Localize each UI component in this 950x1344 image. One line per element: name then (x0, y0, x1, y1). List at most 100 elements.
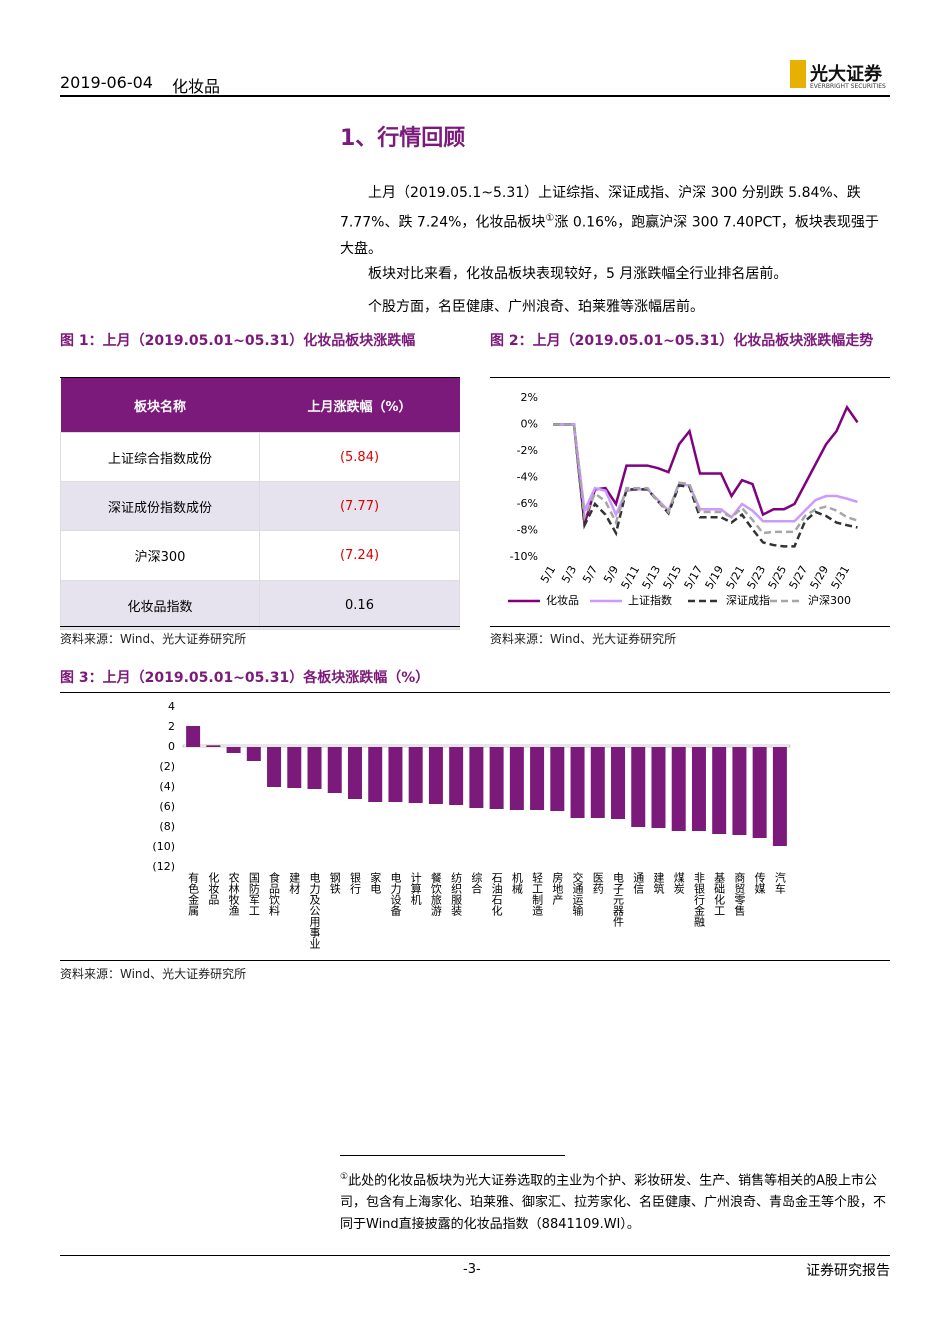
legend-label: 化妆品 (546, 593, 579, 607)
logo-en: EVERBRIGHT SECURITIES (810, 83, 886, 90)
figure-title: 图 3：上月（2019.05.01~05.31）各板块涨跌幅（%） (60, 666, 890, 690)
bar (591, 747, 605, 818)
x-tick-label: 煤炭 (672, 872, 685, 895)
y-tick-label: 2 (168, 720, 175, 733)
bar (631, 747, 645, 827)
paragraph: 上月（2019.05.1~5.31）上证综指、深证成指、沪深 300 分别跌 5… (340, 180, 892, 262)
line-chart: 2%0%-2%-4%-6%-8%-10%5/15/35/75/95/115/13… (490, 385, 890, 625)
y-tick-label: -10% (510, 550, 538, 563)
y-tick-label: (2) (159, 760, 175, 773)
rule (490, 626, 890, 627)
x-tick-label: 纺织服装 (450, 871, 463, 917)
x-tick-label: 食品饮料 (268, 871, 281, 917)
bar-chart: 420(2)(4)(6)(8)(10)(12)有色金属化妆品农林牧渔国防军工食品… (60, 695, 890, 957)
plot-frame (183, 745, 790, 747)
paragraph: 板块对比来看，化妆品板块表现较好，5 月涨跌幅全行业排名居前。 (340, 261, 892, 287)
footer-rule (60, 1255, 890, 1256)
bar (348, 747, 362, 799)
bar (469, 747, 483, 808)
bar (429, 747, 443, 804)
footnote-rule (340, 1155, 565, 1156)
table-row: 沪深300(7.24) (61, 531, 460, 581)
bar (550, 747, 564, 811)
page-number: -3- (463, 1262, 481, 1277)
table-header: 板块名称上月涨跌幅（%） (61, 378, 460, 433)
table-row: 上证综合指数成份(5.84) (61, 433, 460, 482)
x-tick-label: 商贸零售 (733, 871, 746, 917)
x-tick-label: 机械 (510, 871, 523, 895)
rule (60, 692, 890, 693)
footnote: ①此处的化妆品板块为光大证券选取的主业为个护、彩妆研发、生产、销售等相关的A股上… (340, 1166, 892, 1236)
x-tick-label: 5/27 (787, 564, 811, 592)
rule (60, 626, 460, 627)
x-tick-label: 计算机 (409, 872, 422, 905)
x-tick-label: 非银行金融 (692, 872, 705, 928)
bar (732, 747, 746, 835)
x-tick-label: 通信 (632, 872, 645, 895)
cell: (5.84) (260, 433, 460, 482)
y-tick-label: 0 (168, 740, 175, 753)
bar (651, 747, 665, 828)
x-tick-label: 综合 (470, 871, 483, 894)
y-tick-label: (6) (159, 800, 175, 813)
bar (409, 747, 423, 803)
x-tick-label: 化妆品 (207, 871, 220, 905)
legend-label: 上证指数 (628, 593, 672, 607)
bar (530, 747, 544, 810)
series-line (553, 407, 858, 524)
table: 板块名称上月涨跌幅（%） 上证综合指数成份(5.84) 深证成份指数成份(7.7… (60, 378, 460, 630)
bar (247, 747, 261, 761)
x-tick-label: 5/9 (601, 563, 621, 585)
x-tick-label: 基础化工 (713, 872, 726, 916)
x-tick-label: 建筑 (652, 871, 665, 894)
bar (227, 747, 241, 753)
table-row: 深证成份指数成份(7.77) (61, 482, 460, 531)
header-date: 2019-06-04 (60, 73, 153, 92)
x-tick-label: 医药 (591, 872, 604, 895)
footer-label: 证券研究报告 (806, 1260, 890, 1280)
x-tick-label: 5/3 (559, 563, 579, 585)
x-tick-label: 5/17 (682, 564, 706, 592)
x-tick-label: 5/29 (808, 564, 832, 592)
x-tick-label: 农林牧渔 (227, 871, 240, 917)
y-tick-label: (10) (152, 840, 175, 853)
x-tick-label: 交通运输 (571, 871, 584, 917)
bar (308, 747, 322, 789)
x-tick-label: 家电 (369, 871, 382, 894)
cell: 上证综合指数成份 (61, 433, 260, 482)
y-tick-label: -2% (517, 444, 538, 457)
x-tick-label: 5/21 (724, 564, 748, 592)
header-cell: 板块名称 (61, 378, 260, 433)
table-row: 化妆品指数0.16 (61, 581, 460, 630)
figure-title: 图 1：上月（2019.05.01~05.31）化妆品板块涨跌幅 (60, 329, 460, 353)
cell: 深证成份指数成份 (61, 482, 260, 531)
cell: 沪深300 (61, 531, 260, 581)
x-tick-label: 5/31 (829, 564, 853, 592)
x-tick-label: 5/11 (619, 564, 643, 592)
y-tick-label: (4) (159, 780, 175, 793)
x-tick-label: 5/19 (703, 564, 727, 592)
y-tick-label: (8) (159, 820, 175, 833)
x-tick-label: 银行 (348, 871, 361, 895)
paragraph: 个股方面，名臣健康、广州浪奇、珀莱雅等涨幅居前。 (340, 294, 892, 320)
x-tick-label: 5/13 (640, 564, 664, 592)
cell: (7.77) (260, 482, 460, 531)
bar (287, 747, 301, 788)
bar (611, 747, 625, 819)
x-tick-label: 5/25 (766, 564, 790, 592)
x-tick-label: 汽车 (773, 871, 786, 895)
source: 资料来源：Wind、光大证券研究所 (60, 965, 246, 982)
x-tick-label: 电子元器件 (612, 872, 625, 928)
x-tick-label: 传媒 (753, 872, 766, 895)
cell: 化妆品指数 (61, 581, 260, 630)
source: 资料来源：Wind、光大证券研究所 (490, 630, 676, 647)
x-tick-label: 轻工制造 (531, 871, 544, 916)
y-tick-label: -8% (517, 524, 538, 537)
x-tick-label: 石油石化 (490, 872, 503, 917)
x-tick-label: 电力及公用事业 (308, 872, 321, 949)
legend-label: 深证成指 (726, 593, 770, 607)
y-tick-label: 2% (521, 391, 538, 404)
cell: (7.24) (260, 531, 460, 581)
header-rule (60, 95, 890, 97)
x-tick-label: 5/1 (538, 564, 558, 586)
